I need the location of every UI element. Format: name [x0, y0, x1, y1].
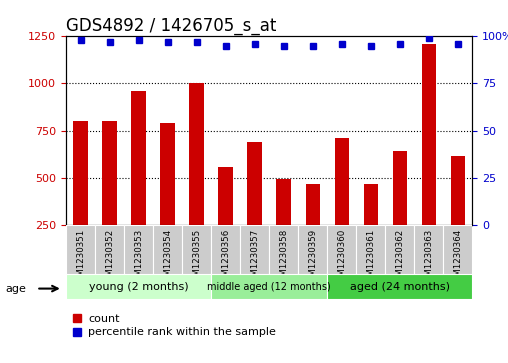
- Bar: [66, 225, 95, 274]
- Bar: [269, 225, 298, 274]
- Bar: [124, 225, 153, 274]
- Text: GSM1230351: GSM1230351: [76, 229, 85, 287]
- Legend: count, percentile rank within the sample: count, percentile rank within the sample: [72, 314, 276, 338]
- Bar: [73, 121, 88, 272]
- Bar: [276, 179, 291, 272]
- Bar: [356, 225, 386, 274]
- Bar: [422, 44, 436, 272]
- Bar: [182, 225, 211, 274]
- Bar: [161, 123, 175, 272]
- Bar: [327, 225, 356, 274]
- Bar: [386, 225, 415, 274]
- Bar: [66, 274, 211, 299]
- Bar: [211, 274, 327, 299]
- Text: GSM1230353: GSM1230353: [134, 229, 143, 287]
- Text: GSM1230361: GSM1230361: [366, 229, 375, 287]
- Bar: [327, 274, 472, 299]
- Bar: [415, 225, 443, 274]
- Text: GSM1230364: GSM1230364: [454, 229, 462, 287]
- Text: GSM1230358: GSM1230358: [279, 229, 288, 287]
- Text: middle aged (12 months): middle aged (12 months): [207, 282, 331, 292]
- Text: GSM1230359: GSM1230359: [308, 229, 318, 287]
- Bar: [132, 91, 146, 272]
- Bar: [240, 225, 269, 274]
- Text: GSM1230360: GSM1230360: [337, 229, 346, 287]
- Text: age: age: [5, 284, 26, 294]
- Text: aged (24 months): aged (24 months): [350, 282, 450, 292]
- Text: GSM1230356: GSM1230356: [221, 229, 230, 287]
- Bar: [247, 142, 262, 272]
- Bar: [102, 121, 117, 272]
- Bar: [298, 225, 327, 274]
- Bar: [393, 151, 407, 272]
- Bar: [451, 156, 465, 272]
- Text: GSM1230352: GSM1230352: [105, 229, 114, 287]
- Bar: [95, 225, 124, 274]
- Bar: [443, 225, 472, 274]
- Text: GSM1230357: GSM1230357: [250, 229, 259, 287]
- Bar: [189, 83, 204, 272]
- Bar: [211, 225, 240, 274]
- Bar: [364, 184, 378, 272]
- Bar: [218, 167, 233, 272]
- Text: GSM1230363: GSM1230363: [424, 229, 433, 287]
- Bar: [335, 138, 349, 272]
- Bar: [305, 184, 320, 272]
- Text: GSM1230355: GSM1230355: [192, 229, 201, 287]
- Text: GSM1230354: GSM1230354: [163, 229, 172, 287]
- Bar: [153, 225, 182, 274]
- Text: young (2 months): young (2 months): [89, 282, 188, 292]
- Text: GDS4892 / 1426705_s_at: GDS4892 / 1426705_s_at: [66, 17, 276, 35]
- Text: GSM1230362: GSM1230362: [395, 229, 404, 287]
